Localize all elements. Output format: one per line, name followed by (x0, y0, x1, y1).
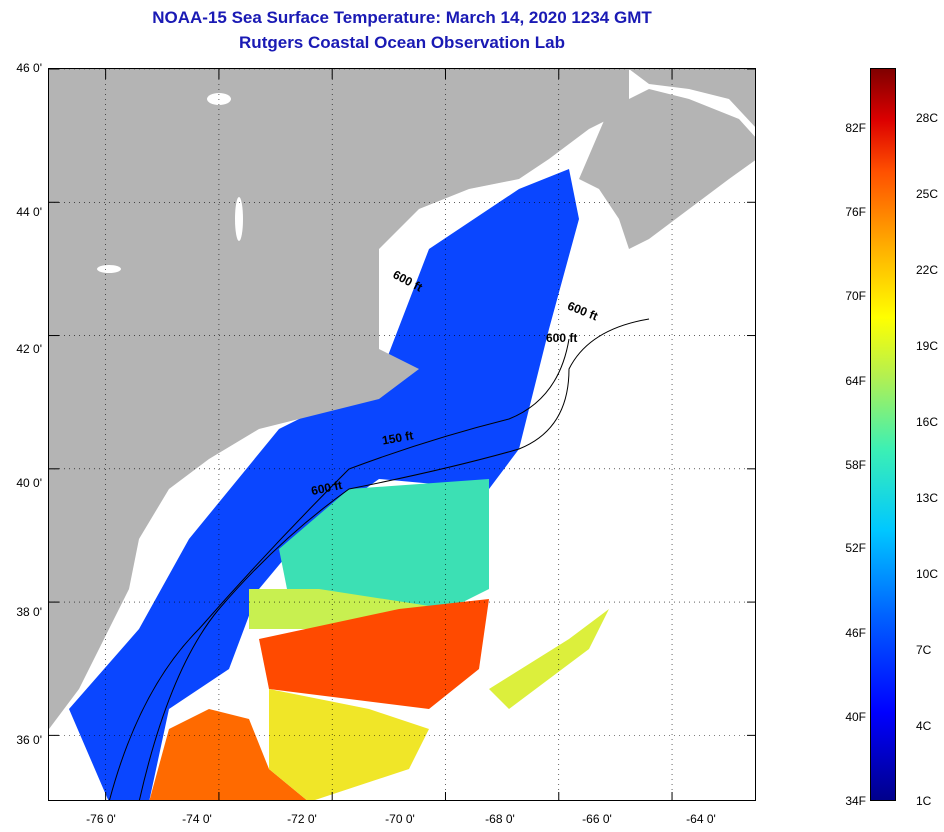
latitude-label: 36 0' (16, 733, 42, 747)
canada-land (629, 69, 755, 127)
colorbar-fahrenheit-label: 58F (845, 458, 866, 472)
colorbar-celsius-label: 4C (916, 719, 932, 733)
latitude-label: 40 0' (16, 476, 42, 490)
longitude-label: -74 0' (182, 812, 212, 826)
lake (235, 197, 243, 241)
colorbar-fahrenheit-label: 82F (845, 121, 866, 135)
longitude-label: -66 0' (582, 812, 612, 826)
longitude-label: -68 0' (485, 812, 515, 826)
contour-line (109, 338, 570, 800)
contour-line (138, 318, 650, 800)
latitude-label: 42 0' (16, 342, 42, 356)
temperature-colorbar (870, 68, 896, 801)
colorbar-celsius-label: 28C (916, 111, 939, 125)
sst-map: 600 ft 600 ft 600 ft 150 ft 600 ft (48, 68, 756, 801)
sst-map-canvas (49, 69, 755, 800)
colorbar-celsius-label: 7C (916, 643, 932, 657)
lake (97, 265, 121, 273)
map-title: NOAA-15 Sea Surface Temperature: March 1… (152, 8, 652, 27)
colorbar-celsius-label: 1C (916, 794, 932, 808)
colorbar-fahrenheit-label: 34F (845, 794, 866, 808)
colorbar-fahrenheit-label: 52F (845, 541, 866, 555)
nova-scotia-land (579, 89, 755, 249)
warm-water-region (259, 599, 489, 709)
longitude-label: -64 0' (686, 812, 716, 826)
latitude-label: 46 0' (16, 61, 42, 75)
colorbar-fahrenheit-label: 76F (845, 205, 866, 219)
longitude-label: -72 0' (287, 812, 317, 826)
colorbar-celsius-label: 25C (916, 187, 939, 201)
colorbar-fahrenheit-label: 64F (845, 374, 866, 388)
longitude-label: -70 0' (385, 812, 415, 826)
warm-water-region-2 (149, 709, 307, 800)
colorbar-fahrenheit-label: 40F (845, 710, 866, 724)
yellow-water-region-2 (489, 609, 609, 709)
colorbar-celsius-label: 16C (916, 415, 939, 429)
colorbar-celsius-label: 13C (916, 491, 939, 505)
latitude-label: 38 0' (16, 605, 42, 619)
yellow-water-region (269, 689, 429, 800)
latitude-label: 44 0' (16, 205, 42, 219)
colorbar-celsius-label: 19C (916, 339, 939, 353)
colorbar-celsius-label: 10C (916, 567, 939, 581)
colorbar-fahrenheit-label: 46F (845, 626, 866, 640)
colorbar-fahrenheit-label: 70F (845, 289, 866, 303)
map-subtitle: Rutgers Coastal Ocean Observation Lab (239, 33, 565, 52)
mid-water-region (279, 479, 489, 609)
longitude-label: -76 0' (86, 812, 116, 826)
us-east-coast-land (49, 69, 629, 729)
contour-label: 600 ft (546, 331, 578, 345)
colorbar-celsius-label: 22C (916, 263, 939, 277)
